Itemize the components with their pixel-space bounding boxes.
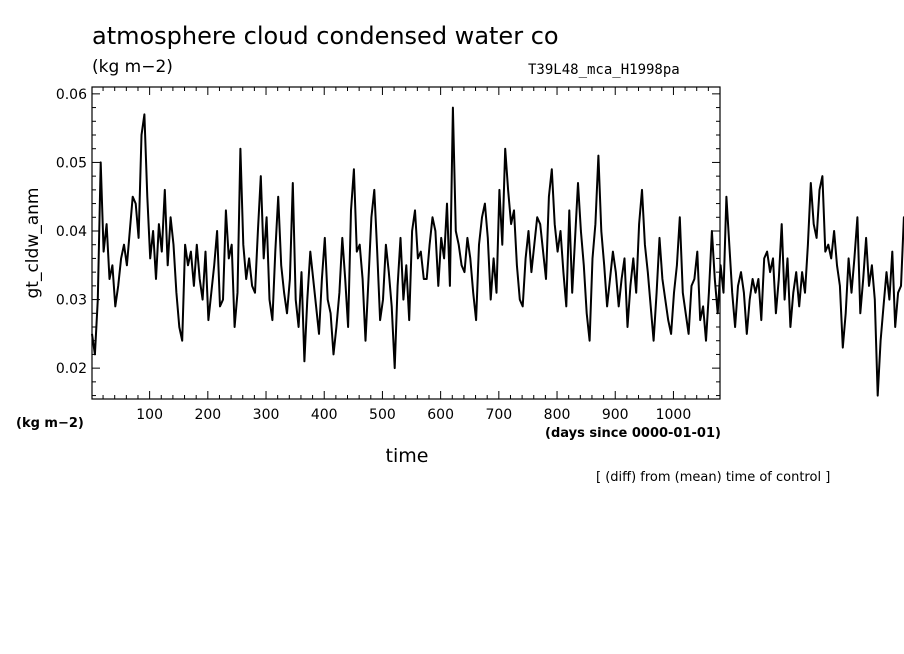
x-tick-label: 300 (253, 407, 280, 423)
series-line (91, 106, 904, 397)
comparison-note: [ (diff) from (mean) time of control ] (596, 470, 831, 485)
x-tick-label: 1000 (656, 407, 692, 423)
y-tick-label: 0.02 (56, 361, 87, 377)
y-axis-units: (kg m−2) (16, 416, 84, 431)
axis-ticks (92, 87, 720, 399)
y-tick-label: 0.05 (56, 155, 87, 171)
x-tick-label: 600 (427, 407, 454, 423)
x-axis-label: time (385, 445, 429, 467)
y-tick-label: 0.03 (56, 293, 87, 309)
y-tick-label: 0.04 (56, 224, 87, 240)
x-tick-label: 500 (369, 407, 396, 423)
x-axis-units: (days since 0000-01-01) (545, 426, 721, 441)
chart-title: atmosphere cloud condensed water co (92, 22, 559, 50)
x-tick-label: 200 (194, 407, 221, 423)
x-tick-label: 800 (544, 407, 571, 423)
y-tick-label: 0.06 (56, 87, 87, 103)
x-tick-label: 700 (485, 407, 512, 423)
x-tick-label: 900 (602, 407, 629, 423)
x-tick-label: 100 (136, 407, 163, 423)
chart-units-label: (kg m−2) (92, 57, 173, 77)
plot-frame (91, 86, 721, 400)
run-label: T39L48_mca_H1998pa (528, 62, 680, 78)
axis-tick-labels: 100 200 300 400 500 600 700 800 900 1000 0.02 0.03 0… (56, 87, 691, 423)
x-tick-label: 400 (311, 407, 338, 423)
